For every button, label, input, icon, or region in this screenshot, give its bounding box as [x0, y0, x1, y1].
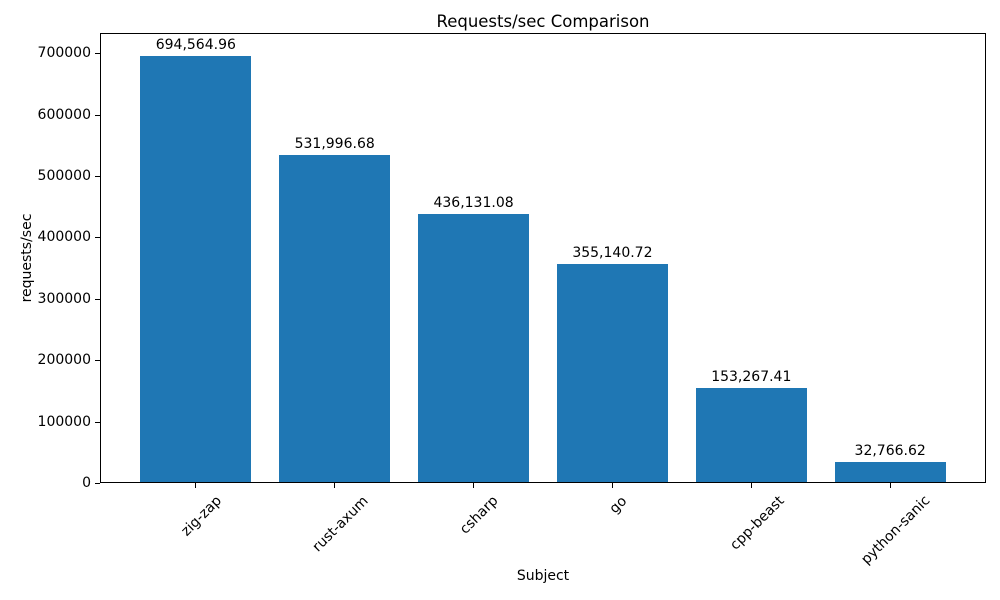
y-tick: [95, 483, 100, 484]
x-axis-label: Subject: [516, 568, 570, 584]
x-tick-label: zig-zap: [178, 492, 225, 540]
bar-zig-zap: [140, 55, 252, 482]
x-tick: [195, 483, 197, 488]
y-tick: [95, 115, 100, 116]
x-tick-label: cpp-beast: [726, 492, 788, 554]
y-tick-label: 200000: [37, 352, 91, 369]
y-tick-label: 700000: [37, 45, 91, 62]
x-tick: [334, 483, 336, 488]
bar-value-label: 531,996.68: [294, 136, 375, 153]
y-tick: [95, 360, 100, 361]
chart-title: Requests/sec Comparison: [436, 12, 650, 31]
bar-value-label: 436,131.08: [433, 195, 514, 212]
y-tick-label: 300000: [37, 290, 91, 307]
x-tick-label: csharp: [456, 492, 502, 538]
x-tick-label: rust-axum: [309, 492, 372, 556]
bar-rust-axum: [279, 155, 391, 482]
y-tick-label: 100000: [37, 413, 91, 430]
bar-cpp-beast: [695, 387, 807, 482]
x-tick: [750, 483, 752, 488]
y-tick: [95, 422, 100, 423]
y-tick-label: 0: [82, 475, 91, 491]
bar-value-label: 694,564.96: [155, 36, 236, 53]
y-tick: [95, 176, 100, 177]
bar-value-label: 355,140.72: [572, 244, 653, 261]
x-tick: [889, 483, 891, 488]
y-axis-label: requests/sec: [19, 213, 35, 303]
y-tick: [95, 53, 100, 54]
y-tick: [95, 299, 100, 300]
bar-value-label: 153,267.41: [711, 368, 792, 385]
bar-go: [556, 263, 668, 482]
y-tick: [95, 237, 100, 238]
x-tick: [473, 483, 475, 488]
bar-csharp: [418, 214, 530, 482]
x-tick-label: python-sanic: [858, 492, 934, 569]
y-tick-label: 500000: [37, 168, 91, 185]
bar-value-label: 32,766.62: [854, 442, 926, 459]
y-tick-label: 400000: [37, 229, 91, 246]
x-tick-label: go: [606, 492, 631, 517]
bar-python-sanic: [834, 461, 946, 482]
y-tick-label: 600000: [37, 106, 91, 123]
plot-area: [100, 33, 986, 483]
x-tick: [611, 483, 613, 488]
